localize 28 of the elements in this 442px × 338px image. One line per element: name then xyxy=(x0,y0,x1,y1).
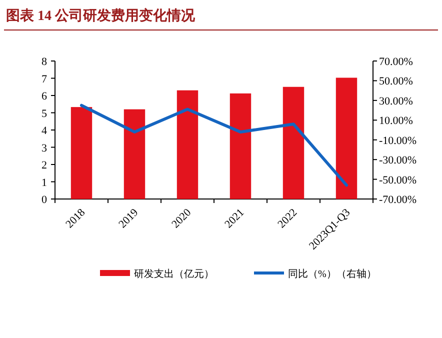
y2-tick-label: -30.00% xyxy=(379,154,417,167)
y-tick-label: 8 xyxy=(42,56,48,68)
y2-tick-label: 10.00% xyxy=(379,115,413,128)
bar xyxy=(282,86,304,199)
y-tick-label: 3 xyxy=(42,142,48,154)
y-tick-label: 7 xyxy=(42,73,48,86)
chart-title: 图表 14 公司研发费用变化情况 xyxy=(6,7,196,24)
y-tick-label: 4 xyxy=(42,125,48,137)
bar xyxy=(336,78,358,199)
y-tick-label: 1 xyxy=(42,176,47,189)
y2-tick-label: 50.00% xyxy=(379,76,413,88)
y2-tick-label: 30.00% xyxy=(379,95,413,108)
legend-label: 研发支出（亿元） xyxy=(134,268,214,280)
y-tick-label: 0 xyxy=(42,194,48,206)
line-series xyxy=(80,104,348,187)
y2-tick-label: -50.00% xyxy=(379,174,417,186)
x-tick-label: 2021 xyxy=(222,206,247,231)
legend-label: 同比（%）（右轴） xyxy=(288,268,376,280)
y-tick-label: 2 xyxy=(42,160,47,172)
y2-tick-label: 70.00% xyxy=(379,56,413,68)
bar xyxy=(124,109,146,199)
bar xyxy=(176,90,198,199)
y-tick-label: 6 xyxy=(42,90,48,102)
y-tick-label: 5 xyxy=(42,108,48,120)
y2-tick-label: -70.00% xyxy=(379,194,417,206)
y2-tick-label: -10.00% xyxy=(379,134,417,147)
bar xyxy=(230,93,252,199)
bar xyxy=(70,107,92,199)
